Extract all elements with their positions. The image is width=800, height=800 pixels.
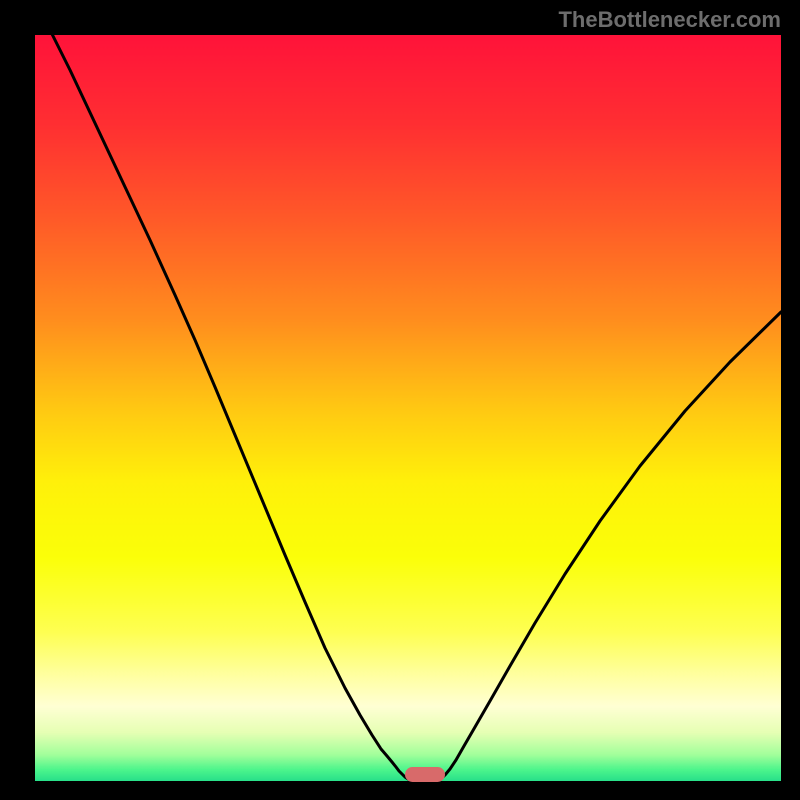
plot-gradient-area <box>35 35 781 781</box>
watermark-text: TheBottlenecker.com <box>558 7 781 33</box>
chart-container: TheBottlenecker.com <box>0 0 800 800</box>
optimal-point-marker <box>405 767 445 782</box>
